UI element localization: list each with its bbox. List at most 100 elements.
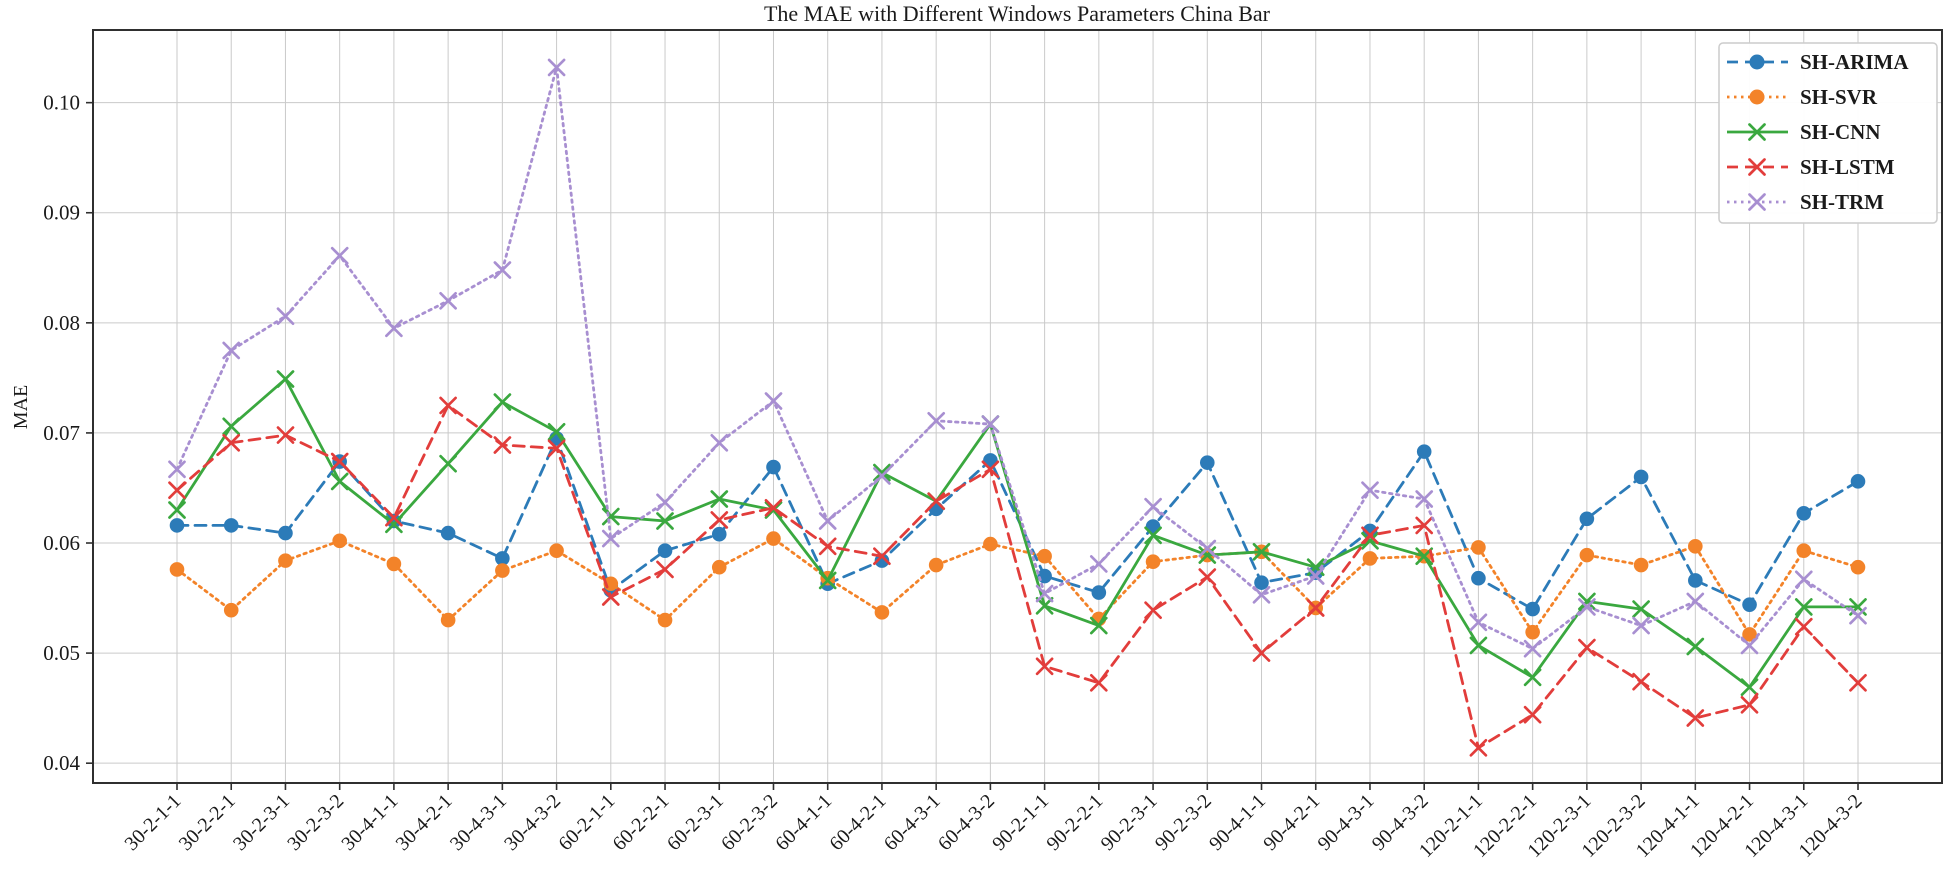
chart-title: The MAE with Different Windows Parameter…	[764, 1, 1271, 26]
tick-marks	[86, 101, 1859, 790]
data-point-marker	[493, 393, 512, 411]
data-point-marker	[1306, 567, 1325, 585]
data-point-marker	[1794, 570, 1813, 589]
data-point-marker	[1145, 554, 1161, 570]
data-point-marker	[710, 511, 729, 529]
data-point-marker	[1469, 738, 1488, 757]
data-point-marker	[1144, 526, 1162, 545]
data-point-marker	[1471, 570, 1486, 586]
data-point-marker	[1362, 523, 1378, 539]
data-point-marker	[440, 612, 456, 628]
data-point-marker	[1578, 638, 1596, 657]
series-markers-SH-CNN	[168, 370, 1867, 697]
data-point-marker	[927, 411, 946, 430]
y-axis-label: MAE	[10, 385, 32, 429]
data-point-marker	[1198, 546, 1217, 564]
data-point-marker	[1579, 511, 1595, 527]
data-point-marker	[818, 512, 837, 530]
data-point-marker	[928, 501, 944, 517]
data-point-marker	[169, 518, 185, 533]
legend-sample-marker	[1748, 193, 1766, 211]
y-tick-label: 0.07	[43, 421, 80, 445]
data-point-marker	[1252, 542, 1271, 561]
data-point-marker	[764, 501, 783, 519]
data-point-marker	[1579, 547, 1595, 563]
data-point-marker	[1037, 568, 1052, 584]
legend-label: SH-TRM	[1800, 190, 1884, 214]
data-point-marker	[278, 525, 293, 541]
data-point-marker	[873, 463, 891, 482]
data-point-marker	[1850, 474, 1866, 489]
data-point-marker	[1035, 584, 1054, 603]
series-markers-SH-TRM	[168, 58, 1867, 658]
y-tick-label: 0.10	[43, 91, 80, 115]
data-point-marker	[1089, 555, 1108, 573]
data-point-marker	[276, 426, 295, 444]
series-markers-SH-SVR	[169, 531, 1866, 642]
legend-label: SH-SVR	[1800, 85, 1878, 109]
data-point-marker	[1849, 673, 1867, 692]
legend-item-SH-CNN: SH-CNN	[1727, 120, 1881, 144]
data-point-marker	[439, 396, 457, 415]
data-point-marker	[1198, 539, 1217, 558]
data-point-marker	[1796, 543, 1812, 559]
data-point-marker	[764, 498, 783, 517]
data-point-marker	[547, 58, 566, 77]
data-point-marker	[1686, 637, 1705, 656]
data-point-marker	[873, 547, 891, 566]
data-point-marker	[276, 307, 295, 326]
data-point-marker	[330, 246, 349, 265]
data-point-marker	[1362, 551, 1378, 566]
data-point-marker	[1144, 497, 1162, 516]
data-point-marker	[601, 588, 620, 606]
data-point-marker	[1633, 557, 1649, 573]
data-point-marker	[1469, 636, 1488, 655]
y-tick-label: 0.06	[43, 531, 80, 555]
series-line-SH-TRM	[175, 66, 1860, 651]
legend-item-SH-ARIMA: SH-ARIMA	[1727, 50, 1909, 74]
data-point-marker	[1037, 548, 1052, 564]
data-point-marker	[1144, 601, 1162, 620]
data-point-marker	[1415, 490, 1434, 508]
data-point-marker	[711, 526, 727, 542]
data-point-marker	[385, 515, 403, 534]
data-point-marker	[1199, 455, 1215, 470]
data-point-marker	[1091, 585, 1107, 600]
data-point-marker	[927, 492, 946, 511]
legend-sample-marker	[1748, 158, 1766, 176]
data-point-marker	[278, 553, 293, 568]
data-point-marker	[1632, 672, 1650, 691]
data-point-marker	[1306, 599, 1325, 617]
data-point-marker	[547, 439, 566, 458]
data-point-marker	[1742, 597, 1757, 612]
data-point-marker	[330, 472, 349, 491]
data-point-marker	[818, 537, 837, 556]
data-point-marker	[711, 559, 727, 575]
data-point-marker	[1089, 616, 1108, 635]
data-point-marker	[332, 533, 347, 549]
data-point-marker	[764, 392, 783, 410]
data-point-marker	[766, 531, 781, 546]
data-point-marker	[1035, 657, 1054, 676]
data-point-marker	[928, 557, 944, 573]
data-point-marker	[495, 563, 510, 578]
data-point-marker	[656, 493, 674, 512]
data-point-marker	[1252, 644, 1271, 662]
legend-item-SH-SVR: SH-SVR	[1727, 85, 1878, 109]
data-point-marker	[385, 508, 403, 527]
data-point-marker	[874, 553, 890, 568]
y-tick-label: 0.08	[43, 311, 80, 335]
data-point-marker	[276, 370, 295, 388]
data-point-marker	[981, 415, 1000, 433]
data-point-marker	[168, 481, 186, 500]
legend: SH-ARIMA SH-SVR SH-CNN SH-LSTM SH-TRM	[1718, 42, 1938, 224]
data-point-marker	[1525, 624, 1540, 640]
data-point-marker	[1794, 617, 1813, 636]
data-point-marker	[440, 525, 456, 541]
data-point-marker	[1740, 636, 1759, 655]
legend-item-SH-LSTM: SH-LSTM	[1727, 155, 1895, 179]
data-point-marker	[330, 452, 349, 471]
legend-label: SH-ARIMA	[1800, 50, 1909, 74]
data-point-marker	[657, 612, 673, 628]
